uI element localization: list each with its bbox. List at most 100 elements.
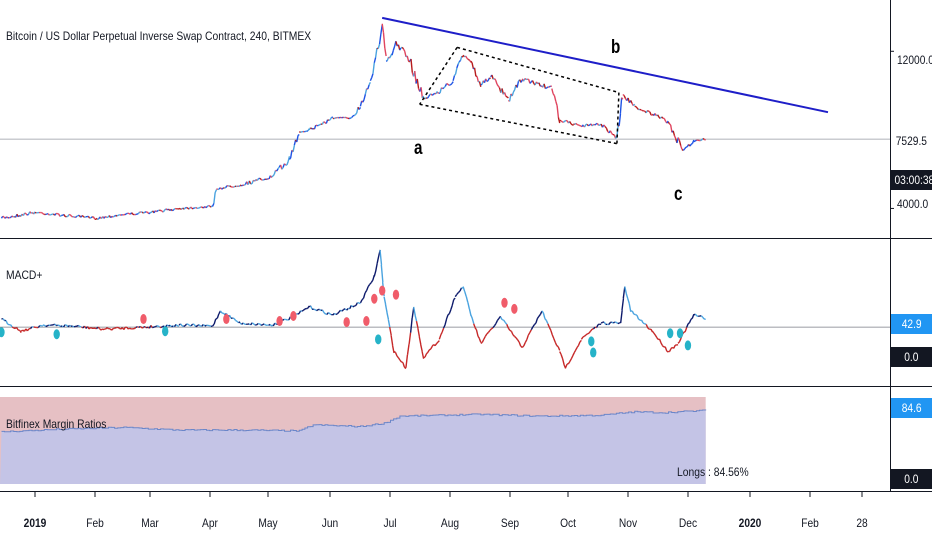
macd-segment [545,320,549,325]
price-candle [209,205,212,208]
macd-segment [595,324,599,328]
macd-pane[interactable] [0,249,890,370]
macd-segment [302,308,306,311]
macd-segment [451,299,455,306]
macd-segment [160,325,164,329]
macd-segment [428,348,432,351]
macd-segment [19,329,22,334]
price-candle [661,116,664,119]
price-candle [6,216,9,219]
price-candle [353,113,356,117]
macd-segment [471,318,475,324]
macd-segment [612,321,616,324]
price-candle [495,80,498,85]
macd-segment [389,326,392,336]
macd-segment [653,332,656,336]
price-candle [349,117,351,120]
time-tick-feb-2020: Feb [801,516,819,530]
macd-signal-dot-red [343,317,350,328]
macd-segment [373,270,377,277]
macd-segment [129,327,132,330]
price-candle [458,59,462,63]
price-candle [551,88,554,94]
price-candle [562,120,566,123]
macd-segment [684,327,688,333]
macd-segment [524,339,528,343]
macd-segment [196,324,200,327]
macd-signal-dot-red [371,293,378,304]
price-candle [229,185,232,188]
macd-segment [638,318,641,321]
price-candle [281,166,284,170]
price-candle [471,62,475,70]
macd-segment [486,331,489,335]
price-candle [340,116,343,119]
macd-segment [418,336,422,345]
price-candle [374,48,378,58]
macd-segment [58,324,62,328]
price-candle [73,216,76,219]
macd-segment [386,311,390,320]
price-candle [90,216,93,219]
macd-segment [567,361,571,365]
price-pane[interactable] [0,16,894,221]
macd-segment [409,317,413,333]
macd-segment [526,334,529,340]
macd-segment [169,324,173,328]
price-candle [452,75,456,81]
price-candle [263,178,266,181]
price-candle [327,119,330,122]
macd-segment [323,312,326,315]
price-candle [678,140,682,146]
macd-segment [26,328,30,332]
price-candle [146,211,150,215]
macd-segment [90,326,93,329]
price-candle [124,213,127,216]
price-candle [529,81,532,84]
macd-segment [656,336,659,340]
macd-segment [464,291,467,297]
price-candle [486,80,489,83]
macd-segment [242,322,246,325]
price-candle [581,124,584,127]
price-candle [645,110,648,114]
macd-segment [384,303,388,313]
price-candle [384,47,387,57]
price-candle [332,117,335,120]
macd-segment [195,325,198,328]
macd-segment [383,296,387,305]
macd-segment [316,309,319,312]
price-candle [160,209,163,212]
price-candle [431,93,435,96]
price-candle [684,146,687,150]
longs-percentage-label: Longs : 84.56% [677,465,749,479]
macd-segment [477,335,480,339]
macd-segment [60,325,63,328]
time-tick-oct: Oct [560,516,576,530]
macd-segment [492,325,496,329]
price-candle [404,51,407,58]
macd-segment [114,327,117,329]
margin-ratio-pane[interactable] [0,397,707,484]
macd-segment [405,354,409,368]
price-candle [225,185,228,188]
macd-signal-dot-cyan [588,336,595,347]
price-candle [520,79,523,83]
channel-right-line [616,92,620,144]
macd-segment [445,314,449,320]
macd-segment [340,309,343,312]
price-candle [667,121,671,125]
price-candle [111,215,114,218]
macd-segment [396,355,399,359]
price-candle [427,94,431,98]
price-candle [171,209,175,212]
macd-segment [441,327,445,333]
macd-segment [560,354,564,360]
price-candle [538,82,541,87]
price-candle [609,130,613,134]
price-candle [143,211,146,214]
price-candle [690,142,693,145]
macd-segment [52,323,56,326]
